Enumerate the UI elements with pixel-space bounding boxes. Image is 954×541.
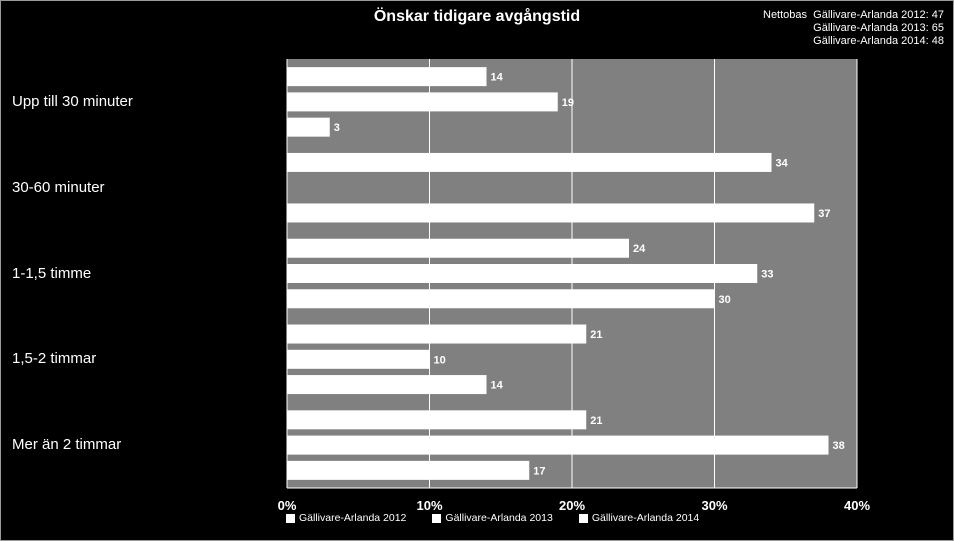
- base-note-line: Nettobas Gällivare-Arlanda 2012: 47: [763, 9, 944, 21]
- category-label: Upp till 30 minuter: [12, 92, 133, 110]
- x-tick-label: 10%: [416, 498, 442, 513]
- data-label: 24: [633, 243, 646, 255]
- bar: [287, 264, 758, 283]
- category-label: 30-60 minuter: [12, 178, 105, 196]
- data-label: 30: [719, 294, 731, 306]
- legend-item: Gällivare-Arlanda 2013: [432, 512, 553, 524]
- data-label: 34: [776, 157, 789, 169]
- data-label: 3: [334, 122, 340, 134]
- legend-swatch: [286, 513, 295, 523]
- bar: [287, 67, 487, 87]
- bar: [287, 435, 829, 455]
- legend-label: Gällivare-Arlanda 2012: [299, 512, 407, 524]
- bar: [287, 410, 587, 430]
- bar: [287, 349, 430, 369]
- data-label: 38: [833, 440, 845, 452]
- bar: [287, 238, 629, 258]
- legend-swatch: [432, 513, 442, 523]
- x-tick-label: 0%: [278, 498, 297, 513]
- x-tick-label: 40%: [844, 498, 870, 513]
- data-label: 17: [533, 465, 545, 477]
- bar: [287, 375, 487, 395]
- bar: [287, 460, 530, 480]
- legend-label: Gällivare-Arlanda 2013: [445, 512, 553, 524]
- legend-item: Gällivare-Arlanda 2012: [286, 512, 406, 524]
- category-label: Mer än 2 timmar: [12, 436, 122, 454]
- x-tick-label: 20%: [559, 498, 585, 513]
- legend-label: Gällivare-Arlanda 2014: [591, 512, 700, 524]
- legend-item: Gällivare-Arlanda 2014: [578, 512, 700, 524]
- data-label: 19: [562, 97, 574, 109]
- data-label: 21: [590, 415, 602, 427]
- legend-swatch: [578, 513, 588, 523]
- data-label: 21: [590, 329, 602, 341]
- bar: [287, 203, 815, 223]
- bar: [287, 289, 715, 309]
- base-note: Nettobas Gällivare-Arlanda 2012: 47 Gälli…: [763, 9, 944, 48]
- data-label: 14: [491, 72, 504, 84]
- bar: [287, 117, 330, 137]
- chart-title: Önskar tidigare avgångstid: [373, 8, 581, 25]
- legend: Gällivare-Arlanda 2012 Gällivare-Arlanda …: [286, 512, 725, 524]
- data-label: 14: [491, 380, 504, 392]
- category-label: 1,5-2 timmar: [12, 350, 97, 368]
- data-label: 10: [434, 354, 446, 366]
- data-label: 33: [761, 269, 773, 281]
- bar: [287, 324, 587, 344]
- bar: [287, 92, 558, 112]
- base-note-line: Gällivare-Arlanda 2013: 65: [813, 22, 944, 34]
- x-tick-label: 30%: [701, 498, 727, 513]
- category-label: 1-1,5 timme: [12, 264, 92, 282]
- bar: [287, 152, 772, 172]
- data-label: 37: [818, 208, 830, 220]
- base-note-line: Gällivare-Arlanda 2014: 48: [813, 35, 944, 47]
